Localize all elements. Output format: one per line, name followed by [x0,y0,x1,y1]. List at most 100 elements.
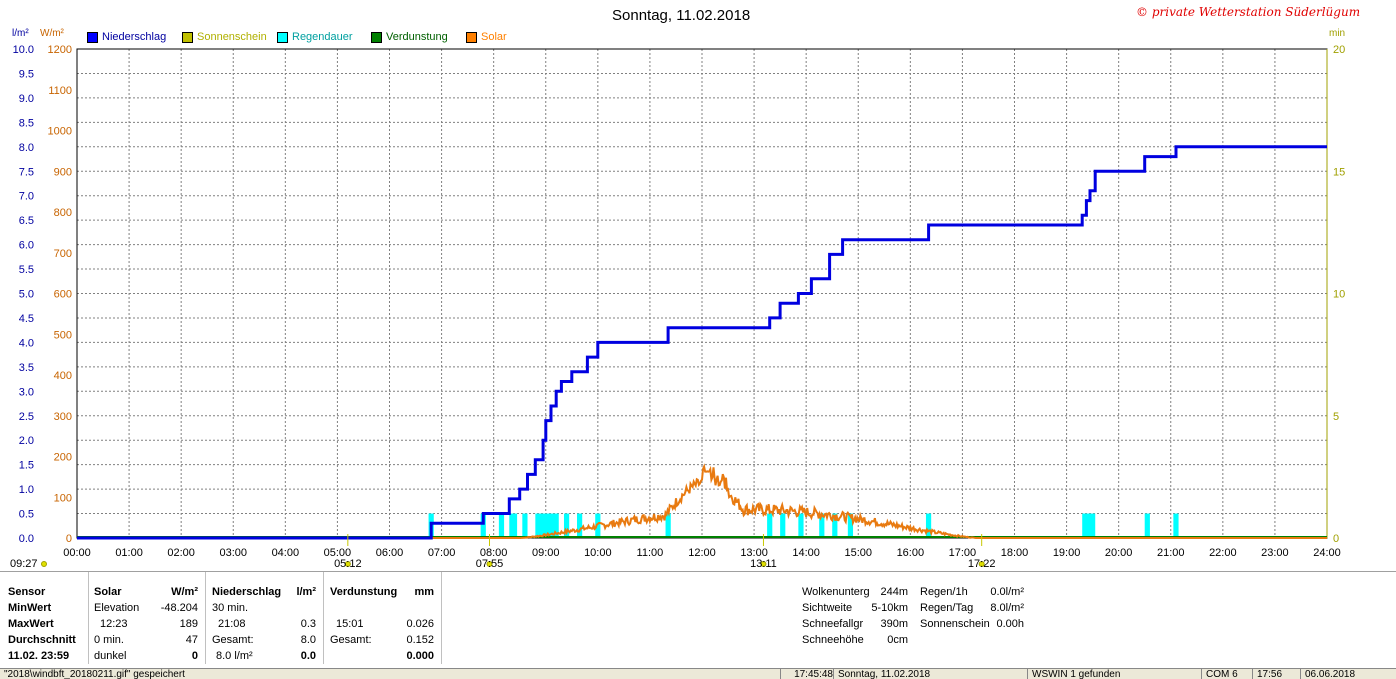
sensor-row: MaxWert [8,618,54,630]
y-tick-solar: 300 [54,411,72,423]
chart-title: Sonntag, 11.02.2018 [612,7,751,24]
legend-sonnenschein[interactable]: Sonnenschein [182,31,267,43]
divider [441,572,442,664]
rain-duration-bar [665,513,671,538]
rain-label: Regen/1h [920,586,968,598]
marker-dot [978,561,985,567]
unit-minutes-label: min [1329,28,1346,39]
rain-duration-bar [535,513,559,538]
rain-duration-bar [1173,513,1179,538]
weather-chart: 0.0 0.5 1.0 1.5 2.0 2.5 3.0 3.5 4.0 4.5 5.0 5.5 6.0 6… [10,44,1345,570]
weather-value: 5-10km [871,602,908,614]
rain-duration-bar [595,513,601,538]
rain-duration-bar [498,513,505,538]
y-tick-precip: 4.5 [19,313,34,325]
legend-label: Solar [481,31,507,43]
y-tick-precip: 6.0 [19,240,34,252]
legend-verdunstung[interactable]: Verdunstung [371,31,448,43]
weather-label: Schneehöhe [802,634,864,646]
status-time: 17:45:48 [780,669,833,679]
y-tick-solar: 0 [66,533,72,545]
rain-duration-bar [798,513,804,538]
y-tick-precip: 2.0 [19,435,34,447]
solar-value: -48.204 [160,602,198,614]
x-tick-label: 11:00 [637,547,664,559]
sensor-row: Durchschnitt [8,634,76,646]
precip-unit: l/m² [296,586,316,598]
x-tick-label: 01:00 [115,547,143,559]
evap-column: Verdunstung mm 15:01 0.026 Gesamt: 0.152 0… [330,584,436,664]
x-tick-label: 05:00 [324,547,352,559]
solar-column: Solar W/m² Elevation -48.204 12:23 189 0 m… [94,584,200,664]
rain-duration-bar [1144,513,1150,538]
rain-label: Sonnenschein [920,618,990,630]
evap-label: Gesamt: [330,634,372,646]
rain-duration-bar [925,513,932,538]
rain-duration-bar [509,513,518,538]
legend-label: Niederschlag [102,31,167,43]
x-tick-label: 07:00 [428,547,456,559]
y-tick-solar: 900 [54,166,72,178]
status-port: COM 6 [1201,669,1246,679]
divider [323,572,324,664]
legend-solar[interactable]: Solar [466,31,507,43]
x-tick-label: 13:00 [740,547,768,559]
status-wswin: WSWIN 1 gefunden [1027,669,1202,679]
y-tick-precip: 0.5 [19,509,34,521]
copyright-label: © private Wetterstation Süderlügum [1136,5,1361,19]
precip-value: 0.0 [300,650,316,662]
rain-duration-bar [480,513,486,538]
x-tick-label: 18:00 [1001,547,1029,559]
rain-duration-bar [819,513,825,538]
precip-header: Niederschlag [212,586,282,598]
legend-label: Regendauer [292,31,353,43]
rain-duration-bar [832,513,838,538]
weather-info: Wolkenunterg 244m Sichtweite 5-10km Schnee… [802,584,908,648]
sensor-row: MinWert [8,602,52,614]
x-tick-label: 20:00 [1105,547,1133,559]
x-tick-label: 06:00 [376,547,404,559]
rain-duration-bar [847,513,854,538]
precip-value: 8.0 [300,634,316,646]
y-tick-solar: 400 [54,370,72,382]
y-tick-precip: 1.5 [19,460,34,472]
marker-label: 17:22 [968,558,996,570]
y-tick-precip: 0.0 [19,533,34,545]
legend-regendauer[interactable]: Regendauer [277,31,353,43]
y-tick-solar: 700 [54,248,72,260]
solar-value: 0 [191,650,198,662]
precip-column: Niederschlag l/m² 30 min. 21:08 0.3 Gesam… [212,584,318,664]
legend-label: Verdunstung [386,31,448,43]
x-tick-label: 15:00 [844,547,872,559]
y-tick-solar: 1100 [48,85,72,97]
y-tick-precip: 9.5 [19,68,34,80]
marker-label: 13:11 [750,558,777,570]
y-tick-precip: 9.0 [19,93,34,105]
y-tick-precip: 5.5 [19,264,34,276]
y-tick-minutes: 10 [1333,289,1345,301]
y-tick-solar: 500 [54,329,72,341]
corner-time-label: 09:27 [10,558,38,570]
legend-swatch [466,31,477,43]
y-tick-precip: 7.5 [19,166,34,178]
x-tick-label: 00:00 [63,547,91,559]
rain-duration-bar [1082,513,1096,538]
status-clock: 17:56 [1252,669,1295,679]
y-tick-precip: 1.0 [19,484,34,496]
status-bar: "2018\windbft_20180211.gif" gespeichert … [0,668,1396,679]
precip-label: 21:08 [218,618,246,630]
precip-label: 30 min. [212,602,249,614]
rain-info: Regen/1h 0.0l/m² Regen/Tag 8.0l/m² Sonnens… [920,584,1024,632]
y-tick-minutes: 15 [1333,166,1345,178]
legend-niederschlag[interactable]: Niederschlag [87,31,166,43]
precip-value: 0.3 [300,618,316,630]
y-tick-solar: 100 [54,492,72,504]
sensor-row: 11.02. 23:59 [8,650,70,662]
x-tick-label: 09:00 [532,547,560,559]
y-tick-precip: 2.5 [19,411,34,423]
status-file: "2018\windbft_20180211.gif" gespeichert [4,669,185,679]
legend-swatch [87,31,98,43]
sensor-header: Sensor [8,586,46,598]
y-tick-precip: 5.0 [19,289,34,301]
y-tick-solar: 200 [54,452,72,464]
